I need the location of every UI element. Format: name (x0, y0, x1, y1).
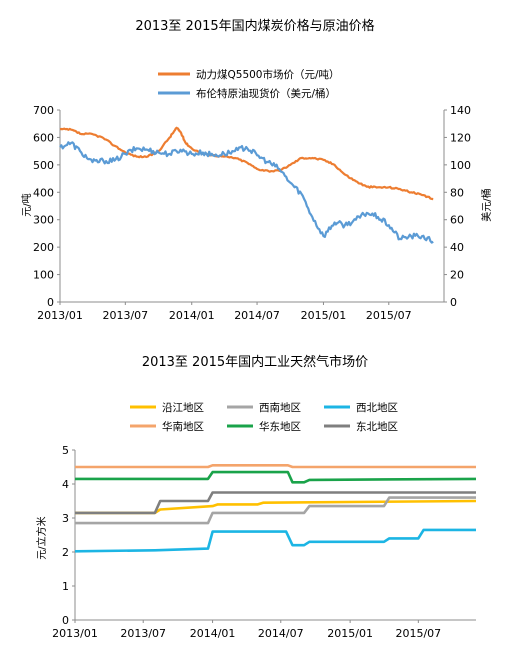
series-line-4 (75, 464, 476, 469)
legend-label-2: 布伦特原油现货价（美元/桶） (196, 87, 336, 100)
y-tick-label: 0 (62, 614, 69, 627)
y2-tick-label: 140 (450, 104, 471, 117)
y-tick-label: 600 (33, 131, 54, 144)
y-tick-label: 500 (33, 159, 54, 172)
chart1-y2label: 美元/桶 (480, 188, 493, 221)
y2-tick-label: 100 (450, 159, 471, 172)
y2-tick-label: 40 (450, 241, 464, 254)
series-line-5 (75, 470, 477, 484)
y-tick-label: 3 (62, 512, 69, 525)
y-tick-label: 2 (62, 546, 69, 559)
y-tick-label: 300 (33, 214, 54, 227)
x-tick-label: 2013/01 (52, 627, 98, 640)
y2-tick-label: 0 (450, 296, 457, 309)
x-tick-label: 2015/07 (395, 627, 441, 640)
legend-label-2: 西南地区 (259, 401, 301, 414)
series-line-1 (75, 499, 477, 515)
y-tick-label: 0 (47, 296, 54, 309)
legend-label-1: 动力煤Q5500市场价（元/吨） (196, 68, 340, 81)
y-tick-label: 100 (33, 269, 54, 282)
x-tick-label: 2015/01 (301, 309, 347, 322)
legend-label-4: 华南地区 (162, 420, 204, 433)
series-line-1 (59, 126, 434, 201)
chart2-axes: 0 1 2 3 4 5 2013/01 2013/07 2014/01 2014/07 2015/0… (52, 444, 476, 640)
chart2-title: 2013至 2015年国内工业天然气市场价 (142, 354, 368, 370)
y-tick-label: 400 (33, 186, 54, 199)
legend-label-6: 东北地区 (356, 420, 398, 433)
chart2-plot-area (74, 464, 477, 553)
legend-label-1: 沿江地区 (162, 401, 204, 414)
y-tick-label: 4 (62, 478, 69, 491)
x-tick-label: 2014/07 (234, 309, 280, 322)
chart-coal-oil-prices: 2013至 2015年国内煤炭价格与原油价格 动力煤Q5500市场价（元/吨） 布… (20, 18, 493, 322)
chart1-ylabel: 元/吨 (20, 193, 33, 216)
y2-tick-label: 120 (450, 131, 471, 144)
series-line-3 (74, 528, 476, 553)
legend-label-3: 西北地区 (356, 401, 398, 414)
y-tick-label: 5 (62, 444, 69, 457)
y2-tick-label: 80 (450, 186, 464, 199)
y-tick-label: 200 (33, 241, 54, 254)
x-tick-label: 2015/01 (327, 627, 373, 640)
x-tick-label: 2013/07 (102, 309, 148, 322)
y2-tick-label: 20 (450, 269, 464, 282)
chart1-legend: 动力煤Q5500市场价（元/吨） 布伦特原油现货价（美元/桶） (158, 68, 340, 100)
y2-tick-label: 60 (450, 214, 464, 227)
series-line-2 (59, 141, 434, 244)
chart1-axes: 0 100 200 300 400 500 600 700 0 20 40 60 80 100 120 140… (33, 104, 471, 322)
series-line-2 (75, 496, 476, 525)
chart1-title: 2013至 2015年国内煤炭价格与原油价格 (135, 18, 374, 34)
y-tick-label: 700 (33, 104, 54, 117)
x-tick-label: 2014/01 (169, 309, 215, 322)
legend-label-5: 华东地区 (259, 420, 301, 433)
x-tick-label: 2013/07 (120, 627, 166, 640)
x-tick-label: 2013/01 (37, 309, 83, 322)
y-tick-label: 1 (62, 580, 69, 593)
chart2-ylabel: 元/立方米 (35, 516, 48, 559)
x-tick-label: 2014/07 (258, 627, 304, 640)
chart1-plot-area (59, 126, 434, 244)
series-line-6 (75, 491, 476, 515)
x-tick-label: 2015/07 (366, 309, 412, 322)
x-tick-label: 2014/01 (190, 627, 236, 640)
